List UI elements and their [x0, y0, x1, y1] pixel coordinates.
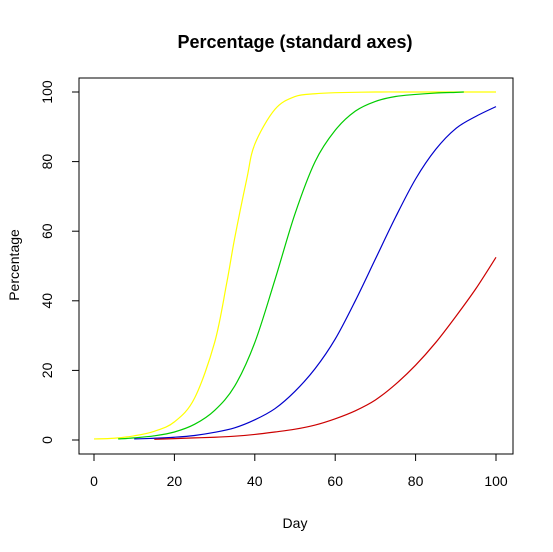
x-tick-label: 40: [247, 473, 263, 489]
plot-area: [78, 77, 514, 455]
y-tick-label: 0: [39, 436, 55, 444]
x-tick-label: 0: [90, 473, 98, 489]
x-tick-label: 100: [484, 473, 508, 489]
y-tick-label: 100: [39, 80, 55, 104]
series-line-2: [118, 91, 464, 440]
series-line-4: [154, 256, 497, 440]
series-group: [93, 91, 497, 440]
y-tick-label: 80: [39, 154, 55, 170]
x-axis-label: Day: [283, 515, 308, 531]
series-line-3: [134, 106, 497, 440]
chart-title: Percentage (standard axes): [177, 32, 412, 52]
y-tick-label: 60: [39, 223, 55, 239]
y-axis-label: Percentage: [6, 229, 22, 301]
x-tick-label: 20: [167, 473, 183, 489]
y-tick-label: 20: [39, 362, 55, 378]
x-tick-label: 80: [408, 473, 424, 489]
y-tick-label: 40: [39, 293, 55, 309]
x-axis: 0 20 40 60 80 100: [90, 453, 508, 489]
x-tick-label: 60: [327, 473, 343, 489]
y-axis: 0 20 40 60 80 100: [39, 80, 80, 444]
series-line-1: [93, 91, 496, 440]
